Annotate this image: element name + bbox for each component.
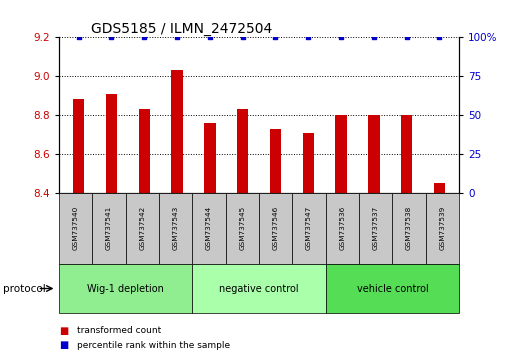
Text: GSM737540: GSM737540 bbox=[73, 206, 78, 251]
Text: vehicle control: vehicle control bbox=[357, 284, 428, 293]
Text: GSM737541: GSM737541 bbox=[106, 206, 112, 251]
Point bbox=[206, 34, 214, 40]
Point bbox=[436, 34, 444, 40]
Bar bbox=[270, 129, 281, 193]
Text: protocol: protocol bbox=[3, 284, 45, 293]
Text: GSM737539: GSM737539 bbox=[440, 206, 445, 251]
Point bbox=[140, 34, 148, 40]
Text: transformed count: transformed count bbox=[77, 326, 161, 336]
Bar bbox=[401, 115, 412, 193]
Point bbox=[271, 34, 280, 40]
Point bbox=[403, 34, 411, 40]
Text: GSM737543: GSM737543 bbox=[173, 206, 179, 251]
Bar bbox=[237, 109, 248, 193]
Text: GSM737537: GSM737537 bbox=[373, 206, 379, 251]
Point bbox=[239, 34, 247, 40]
Text: GSM737546: GSM737546 bbox=[273, 206, 279, 251]
Bar bbox=[336, 115, 347, 193]
Bar bbox=[368, 115, 380, 193]
Point bbox=[107, 34, 115, 40]
Text: GSM737538: GSM737538 bbox=[406, 206, 412, 251]
Text: GSM737542: GSM737542 bbox=[140, 206, 145, 251]
Bar bbox=[139, 109, 150, 193]
Text: ■: ■ bbox=[59, 326, 68, 336]
Text: GSM737536: GSM737536 bbox=[340, 206, 345, 251]
Bar bbox=[433, 183, 445, 193]
Text: GDS5185 / ILMN_2472504: GDS5185 / ILMN_2472504 bbox=[91, 22, 272, 36]
Bar bbox=[303, 132, 314, 193]
Point bbox=[173, 34, 181, 40]
Text: GSM737547: GSM737547 bbox=[306, 206, 312, 251]
Text: percentile rank within the sample: percentile rank within the sample bbox=[77, 341, 230, 350]
Bar bbox=[171, 70, 183, 193]
Text: GSM737545: GSM737545 bbox=[240, 206, 245, 251]
Point bbox=[370, 34, 378, 40]
Text: negative control: negative control bbox=[219, 284, 299, 293]
Text: GSM737544: GSM737544 bbox=[206, 206, 212, 251]
Point bbox=[74, 34, 83, 40]
Bar bbox=[204, 123, 215, 193]
Point bbox=[304, 34, 312, 40]
Bar bbox=[106, 93, 117, 193]
Point bbox=[337, 34, 345, 40]
Text: ■: ■ bbox=[59, 340, 68, 350]
Bar bbox=[73, 99, 85, 193]
Text: Wig-1 depletion: Wig-1 depletion bbox=[87, 284, 164, 293]
